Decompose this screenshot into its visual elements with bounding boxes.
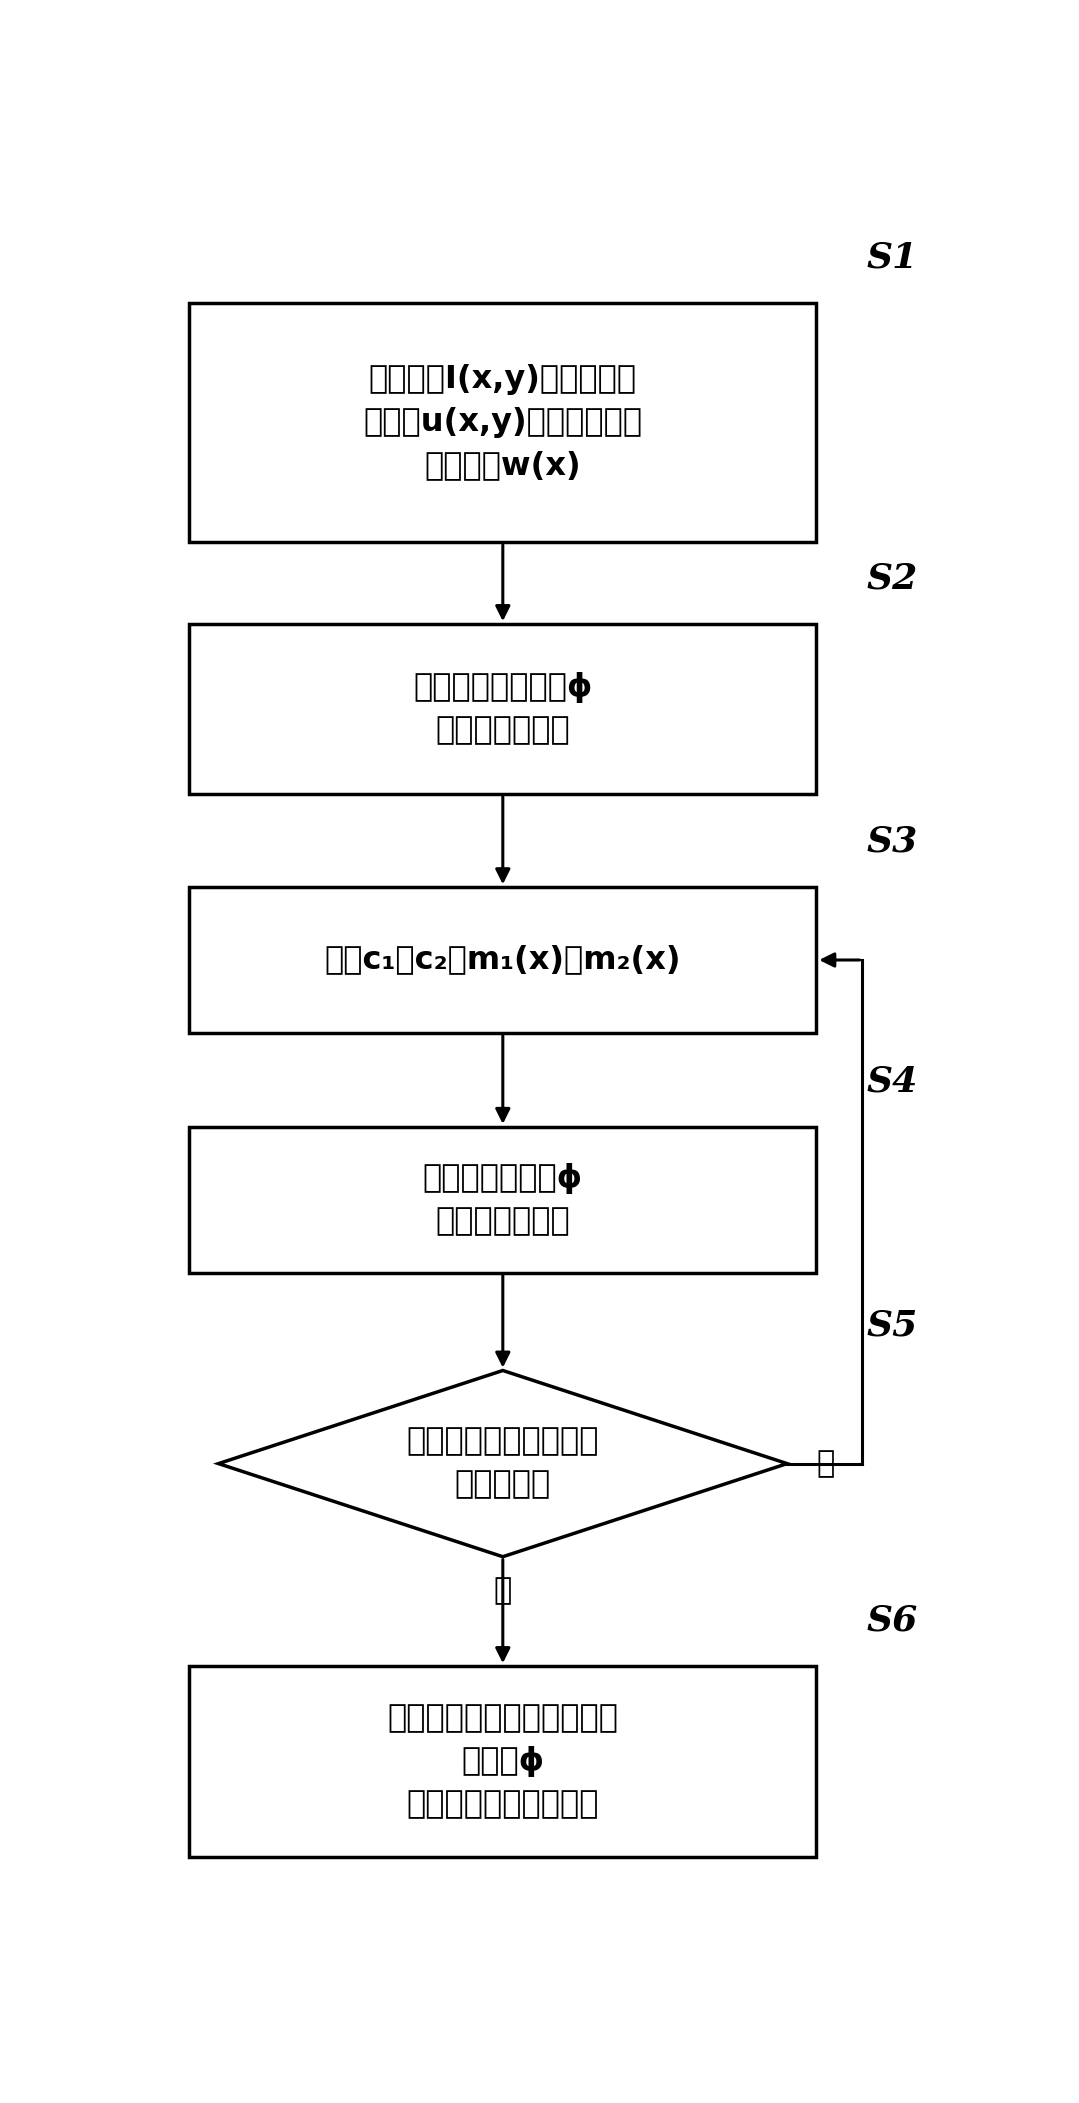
Text: 计算水平集函数ϕ
，进行曲线演化: 计算水平集函数ϕ ，进行曲线演化 bbox=[423, 1163, 583, 1237]
Text: 停止演化，得到最终的水平
集函数ϕ
，输出正确分割的图像: 停止演化，得到最终的水平 集函数ϕ ，输出正确分割的图像 bbox=[387, 1703, 618, 1819]
Text: S3: S3 bbox=[866, 824, 918, 858]
Text: 初始化水平集函数ϕ
为一个二值函数: 初始化水平集函数ϕ 为一个二值函数 bbox=[413, 673, 592, 747]
Text: S4: S4 bbox=[866, 1064, 918, 1098]
Text: 计算c₁、c₂、m₁(x)、m₂(x): 计算c₁、c₂、m₁(x)、m₂(x) bbox=[325, 944, 681, 976]
FancyBboxPatch shape bbox=[189, 887, 817, 1033]
Text: S5: S5 bbox=[866, 1308, 918, 1342]
Text: 输入图像I(x,y)，并计算差
分图像u(x,y)，以及计算自
适应权重w(x): 输入图像I(x,y)，并计算差 分图像u(x,y)，以及计算自 适应权重w(x) bbox=[364, 364, 642, 482]
Text: 判断演化的曲线是否达
到稳定状态: 判断演化的曲线是否达 到稳定状态 bbox=[407, 1426, 599, 1502]
FancyBboxPatch shape bbox=[189, 303, 817, 543]
FancyBboxPatch shape bbox=[189, 625, 817, 795]
Text: S1: S1 bbox=[866, 240, 918, 273]
FancyBboxPatch shape bbox=[189, 1127, 817, 1272]
FancyBboxPatch shape bbox=[189, 1666, 817, 1857]
Text: 是: 是 bbox=[494, 1575, 511, 1605]
Polygon shape bbox=[218, 1371, 788, 1556]
Text: S2: S2 bbox=[866, 562, 918, 595]
Text: 否: 否 bbox=[817, 1449, 835, 1478]
Text: S6: S6 bbox=[866, 1605, 918, 1638]
